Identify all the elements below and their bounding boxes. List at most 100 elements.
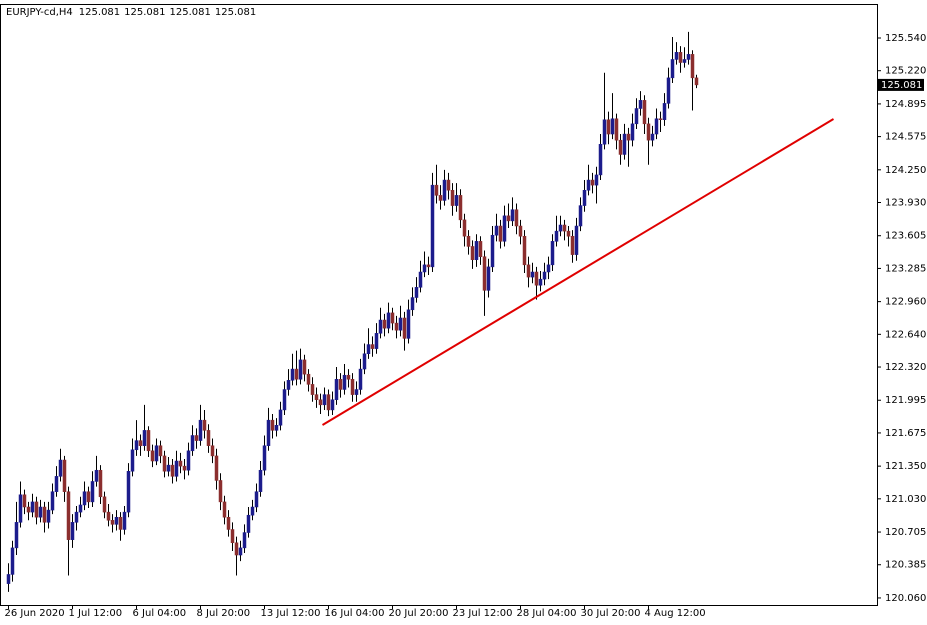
candle-body [50,491,55,511]
candle-body [446,179,451,191]
candle-body [38,506,43,518]
candle-body [494,225,499,236]
candle-body [202,419,207,431]
candle-body [242,532,247,549]
candle-body [606,119,611,135]
x-tick-label: 26 Jun 2020 [5,608,65,619]
candle-body [10,547,15,575]
candle-body [554,230,559,242]
candle-body [238,547,243,556]
candle-body [302,359,307,375]
candle-body [22,494,27,508]
candle-body [42,506,47,523]
candle-body [218,480,223,503]
candle-body [562,224,567,232]
candle-body [222,501,227,518]
y-tick-label: 123.285 [885,263,926,274]
candle-body [34,501,39,518]
candle-body [686,54,691,60]
candle-body [438,195,443,201]
candle-body [250,506,255,516]
candle-body [286,380,291,390]
candle-body [410,297,415,311]
x-tick-label: 28 Jul 04:00 [517,608,577,619]
candle-body [266,419,271,446]
candle-body [282,389,287,411]
candle-body [534,271,539,286]
candle-body [338,379,343,390]
candle-body [374,333,379,349]
candle-body [510,209,515,222]
candle-body [26,506,31,513]
candle-body [442,179,447,201]
candle-body [130,449,135,472]
candle-body [398,317,403,331]
candle-body [274,425,279,431]
candle-body [642,100,647,125]
y-tick-label: 125.540 [885,33,926,44]
candle-body [78,504,83,513]
candle-body [418,271,423,288]
header-value: 125.081 [124,7,165,18]
candle-body [206,430,211,446]
candle-body [434,184,439,196]
y-tick-label: 122.640 [885,329,926,340]
candle-body [518,225,523,237]
candle-body [614,118,619,141]
candle-body [58,459,63,477]
candle-body [194,435,199,441]
candle-body [598,144,603,176]
header-value: 125.081 [170,7,211,18]
header: EURJPY-cd,H4 125.081 125.081 125.081 125.081 [6,7,256,18]
x-tick-label: 23 Jul 12:00 [453,608,513,619]
candle-body [550,241,555,266]
candle-body [298,359,303,380]
candle-body [18,494,23,523]
candle-body [590,179,595,186]
candle-body [350,379,355,395]
candle-body [362,353,367,370]
candle-body [310,384,315,395]
candle-body [30,501,35,513]
candle-body [98,469,103,498]
candle-body [474,241,479,260]
candle-body [246,514,251,533]
x-tick-label: 13 Jul 12:00 [261,608,321,619]
candle-body [566,230,571,237]
y-tick-label: 120.060 [885,593,926,604]
candle-body [386,312,391,329]
candle-body [506,215,511,222]
candle-body [186,450,191,471]
candle-body [618,139,623,155]
y-tick-label: 121.675 [885,428,926,439]
candle-body [574,225,579,255]
candle-body [114,516,119,525]
x-tick-label: 30 Jul 20:00 [581,608,641,619]
candle-body [634,108,639,125]
y-tick-label: 124.250 [885,165,926,176]
y-tick-label: 120.385 [885,560,926,571]
candle-body [138,440,143,446]
candle-body [586,179,591,191]
candle-body [462,219,467,237]
candle-body [122,511,127,530]
candle-body [182,465,187,471]
y-tick-label: 121.350 [885,461,926,472]
candle-body [234,542,239,556]
candle-body [690,54,695,79]
candle-body [322,394,327,406]
candle-body [522,235,527,266]
candle-body [54,476,59,492]
candle-body [214,455,219,481]
candle-body [166,464,171,472]
candle-body [270,419,275,431]
y-tick-label: 120.705 [885,527,926,538]
candle-body [142,430,147,446]
x-tick-label: 20 Jul 20:00 [389,608,449,619]
candle-body [174,460,179,477]
candle-body [466,235,471,247]
candle-body [478,241,483,257]
candle-body [646,123,651,141]
header-value: 125.081 [215,7,256,18]
